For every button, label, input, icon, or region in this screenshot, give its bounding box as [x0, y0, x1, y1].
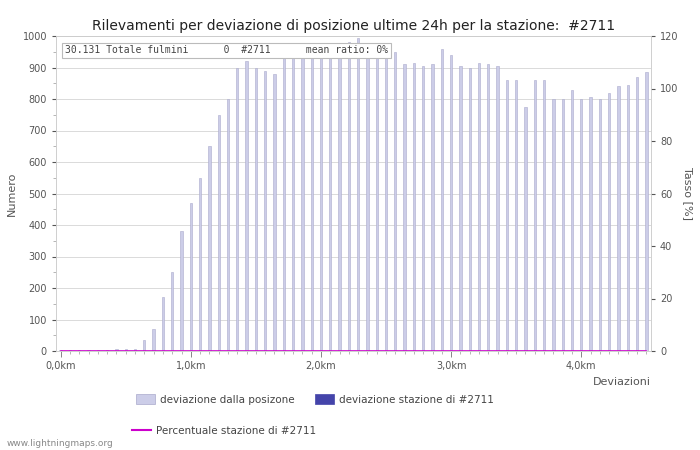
Bar: [431, 64, 434, 351]
Bar: [478, 63, 480, 351]
Bar: [292, 55, 294, 351]
Bar: [524, 107, 526, 351]
Title: Rilevamenti per deviazione di posizione ultime 24h per la stazione:  #2711: Rilevamenti per deviazione di posizione …: [92, 19, 615, 33]
Bar: [505, 80, 508, 351]
Bar: [134, 349, 136, 351]
Bar: [97, 350, 99, 351]
Bar: [552, 99, 554, 351]
Bar: [273, 74, 276, 351]
Bar: [533, 80, 536, 351]
Bar: [570, 90, 573, 351]
Bar: [598, 99, 601, 351]
Bar: [283, 53, 285, 351]
Bar: [496, 66, 499, 351]
Bar: [181, 231, 183, 351]
Bar: [617, 86, 620, 351]
Bar: [236, 68, 239, 351]
Bar: [144, 340, 146, 351]
Bar: [162, 297, 164, 351]
Bar: [125, 349, 127, 351]
Bar: [218, 115, 220, 351]
Bar: [543, 80, 545, 351]
Bar: [394, 52, 396, 351]
Bar: [366, 44, 369, 351]
Bar: [208, 146, 211, 351]
Legend: Percentuale stazione di #2711: Percentuale stazione di #2711: [128, 422, 320, 440]
Bar: [580, 99, 582, 351]
Bar: [301, 57, 304, 351]
Bar: [450, 55, 452, 351]
Bar: [88, 350, 90, 351]
Bar: [264, 71, 266, 351]
Bar: [199, 178, 202, 351]
Bar: [468, 68, 471, 351]
Y-axis label: Numero: Numero: [7, 171, 17, 216]
Bar: [403, 64, 406, 351]
Bar: [413, 63, 415, 351]
Bar: [422, 66, 424, 351]
Bar: [645, 72, 648, 351]
Bar: [459, 66, 461, 351]
Bar: [153, 329, 155, 351]
Bar: [338, 45, 341, 351]
Bar: [190, 203, 192, 351]
Bar: [348, 42, 350, 351]
Y-axis label: Tasso [%]: Tasso [%]: [682, 167, 692, 220]
Bar: [376, 47, 378, 351]
Text: 30.131 Totale fulmini      0  #2711      mean ratio: 0%: 30.131 Totale fulmini 0 #2711 mean ratio…: [65, 45, 388, 55]
Bar: [106, 350, 108, 351]
Bar: [320, 50, 322, 351]
Bar: [227, 99, 229, 351]
Bar: [626, 85, 629, 351]
Bar: [116, 349, 118, 351]
Bar: [515, 80, 517, 351]
Bar: [385, 49, 387, 351]
Bar: [357, 38, 359, 351]
Bar: [589, 98, 592, 351]
X-axis label: Deviazioni: Deviazioni: [593, 377, 651, 387]
Bar: [441, 49, 443, 351]
Bar: [246, 61, 248, 351]
Bar: [561, 99, 564, 351]
Bar: [255, 68, 257, 351]
Bar: [311, 58, 313, 351]
Legend: deviazione dalla posizone, deviazione stazione di #2711: deviazione dalla posizone, deviazione st…: [132, 390, 498, 409]
Bar: [171, 272, 174, 351]
Bar: [329, 49, 331, 351]
Bar: [608, 93, 610, 351]
Bar: [487, 64, 489, 351]
Text: www.lightningmaps.org: www.lightningmaps.org: [7, 439, 113, 448]
Bar: [636, 77, 638, 351]
